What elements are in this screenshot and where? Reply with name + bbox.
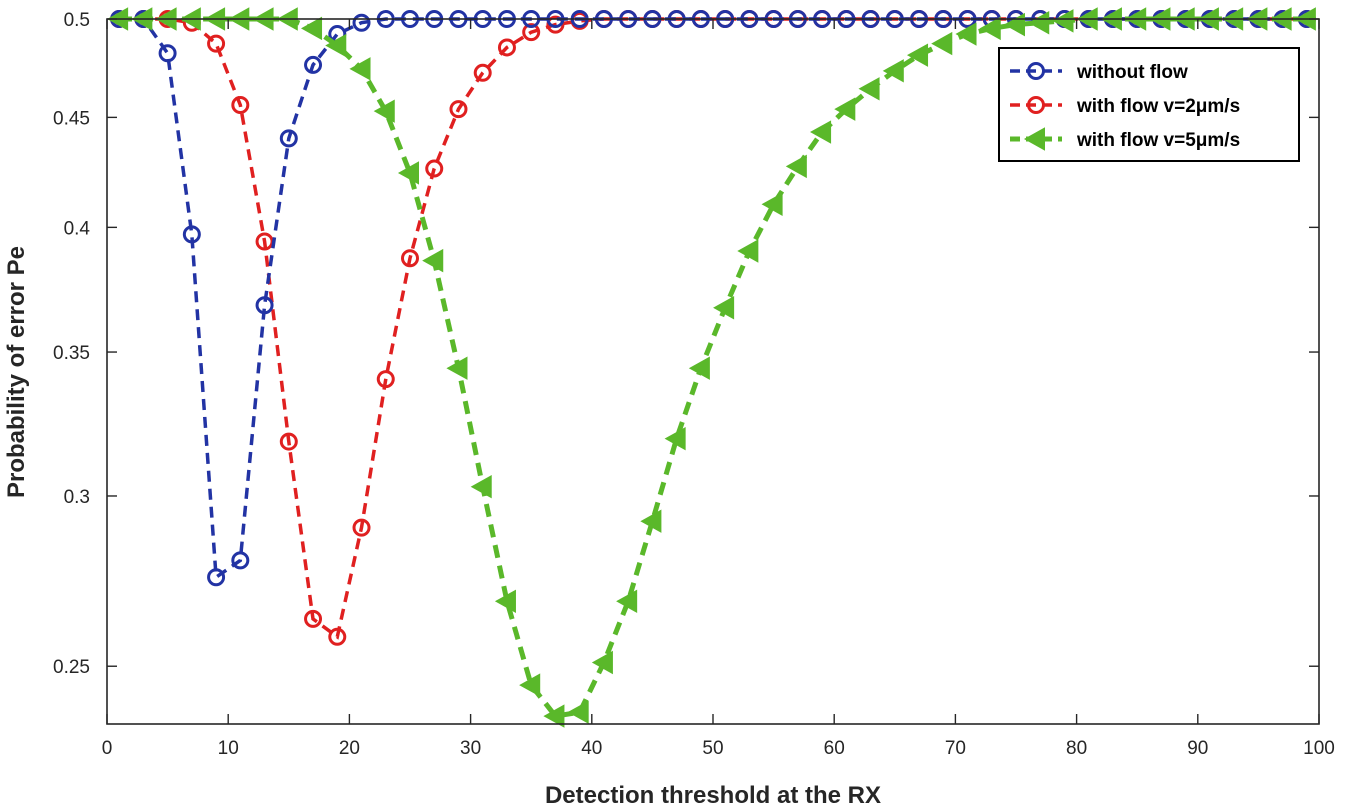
data-point [304, 55, 323, 74]
data-point [182, 225, 201, 244]
data-point [231, 551, 250, 570]
data-point [546, 15, 565, 34]
data-point [543, 704, 565, 728]
x-tick-label: 90 [1187, 738, 1208, 759]
data-point [522, 23, 541, 42]
y-tick-label: 0.45 [53, 108, 90, 129]
data-point [279, 129, 298, 148]
data-point [207, 34, 226, 53]
data-point [328, 627, 347, 646]
data-point [1028, 11, 1050, 35]
data-point [858, 77, 880, 101]
x-tick-label: 0 [102, 738, 113, 759]
data-point [422, 248, 444, 273]
data-point [713, 296, 735, 320]
y-axis-title: Probability of error Pe [3, 246, 30, 498]
y-axis: 0.25 0.3 0.35 0.4 0.45 0.5 [53, 10, 1319, 678]
data-point [231, 96, 250, 115]
data-point [979, 16, 1001, 41]
legend-box [998, 47, 1300, 162]
data-point [591, 650, 613, 675]
data-point [1052, 9, 1074, 33]
data-point [352, 518, 371, 537]
data-point [519, 673, 541, 697]
data-point [785, 154, 807, 179]
y-tick-label: 0.35 [53, 343, 90, 364]
data-point [834, 97, 856, 121]
legend-label: with flow v=2μm/s [1076, 96, 1240, 117]
y-tick-label: 0.3 [64, 487, 90, 508]
data-point [810, 120, 832, 144]
data-point [349, 57, 371, 81]
data-point [737, 239, 759, 263]
data-point [761, 192, 783, 217]
data-point [640, 509, 662, 533]
data-point [300, 16, 323, 41]
data-point [352, 13, 371, 32]
data-point [931, 31, 953, 56]
x-tick-label: 40 [581, 738, 602, 759]
x-tick-label: 20 [339, 738, 360, 759]
data-point [325, 33, 347, 58]
legend-label: with flow v=5μm/s [1076, 130, 1240, 151]
x-tick-label: 50 [702, 738, 723, 759]
data-point [906, 43, 929, 67]
data-point [473, 63, 492, 82]
data-point [158, 44, 177, 63]
data-point [279, 432, 298, 451]
data-point [664, 426, 686, 451]
data-point [207, 568, 226, 587]
data-point [446, 356, 468, 380]
x-tick-label: 30 [460, 738, 481, 759]
data-point [497, 38, 516, 57]
data-point [449, 100, 468, 119]
y-tick-label: 0.4 [64, 218, 91, 239]
data-point [255, 296, 274, 315]
x-tick-label: 80 [1066, 738, 1087, 759]
legend-marker [1023, 127, 1045, 151]
x-tick-label: 70 [945, 738, 966, 759]
data-point [425, 159, 444, 178]
data-point [616, 589, 638, 614]
data-point [255, 232, 274, 251]
data-point [401, 249, 419, 268]
legend-label: without flow [1076, 62, 1188, 83]
data-point [494, 589, 516, 614]
data-point [688, 356, 710, 380]
data-point [955, 22, 977, 46]
data-point [376, 370, 395, 389]
data-point [397, 161, 419, 185]
x-axis: 0 10 20 30 40 50 60 70 80 90 100 [102, 19, 1335, 759]
legend-marker [1027, 62, 1045, 80]
x-axis-title: Detection threshold at the RX [545, 782, 881, 809]
y-tick-label: 0.5 [64, 10, 90, 31]
legend-marker [1027, 96, 1045, 114]
legend: without flow with flow v=2μm/s with flow v… [998, 47, 1300, 162]
x-tick-label: 60 [824, 738, 845, 759]
y-tick-label: 0.25 [53, 657, 90, 678]
x-tick-label: 10 [218, 738, 239, 759]
x-tick-label: 100 [1303, 738, 1335, 759]
data-point [470, 474, 492, 499]
data-point [373, 99, 395, 123]
data-point [882, 59, 904, 83]
data-point [304, 609, 323, 628]
data-point [567, 700, 589, 724]
